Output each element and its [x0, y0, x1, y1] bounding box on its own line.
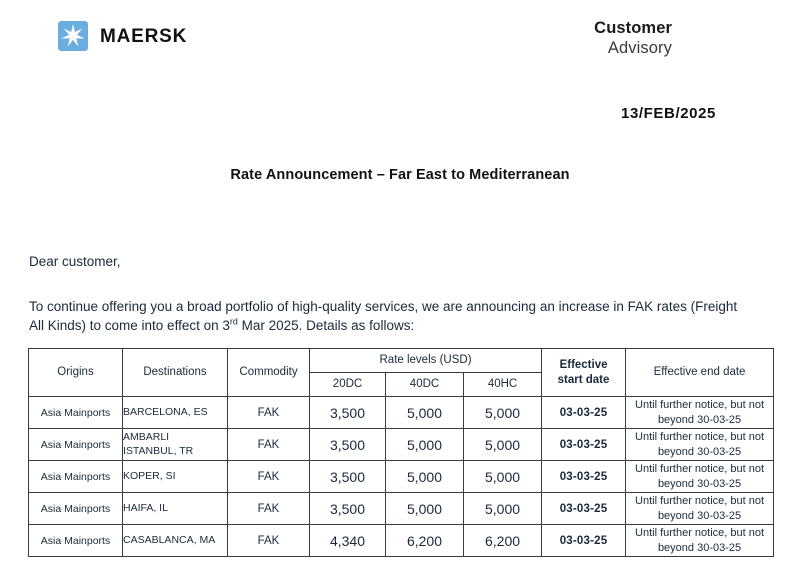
document-date: 13/FEB/2025: [621, 105, 716, 122]
rate-table-body: Asia Mainports BARCELONA, ES FAK 3,500 5,000…: [28, 396, 775, 557]
cell-rate-40hc: 5,000: [462, 460, 543, 493]
table-header-row-2: 20DC 40DC 40HC: [29, 372, 774, 397]
cell-commodity: FAK: [227, 396, 310, 429]
ordinal-suffix: rd: [229, 316, 238, 327]
destination-line1: HAIFA, IL: [123, 501, 168, 514]
cell-rate-20dc: 3,500: [309, 460, 386, 493]
cell-commodity: FAK: [227, 492, 310, 525]
intro-paragraph: To continue offering you a broad portfol…: [29, 297, 745, 335]
salutation: Dear customer,: [29, 254, 121, 269]
cell-effective-start-date: 03-03-25: [541, 492, 627, 525]
end-date-line2: beyond 30-03-25: [657, 541, 742, 554]
cell-origin: Asia Mainports: [28, 524, 123, 557]
column-header-commodity: Commodity: [227, 348, 310, 397]
document-body: Dear customer, To continue offering you …: [29, 253, 745, 336]
cell-destination: BARCELONA, ES: [122, 396, 228, 429]
cell-origin: Asia Mainports: [28, 460, 123, 493]
destination-line1: AMBARLI: [123, 430, 170, 443]
intro-text-part2: Mar 2025. Details as follows:: [237, 318, 415, 334]
cell-rate-20dc: 4,340: [309, 524, 386, 557]
cell-rate-20dc: 3,500: [309, 396, 386, 429]
cell-rate-40hc: 5,000: [462, 428, 543, 461]
column-header-effective-end-date: Effective end date: [625, 348, 775, 397]
maersk-brand-lockup: MAERSK: [58, 21, 187, 51]
end-date-line1: Until further notice, but not: [635, 495, 765, 508]
customer-advisory-heading: Customer Advisory: [594, 18, 672, 58]
cell-commodity: FAK: [227, 524, 310, 557]
cell-rate-40dc: 6,200: [385, 524, 464, 557]
effective-start-line1: Effective: [559, 358, 608, 371]
cell-effective-start-date: 03-03-25: [541, 396, 627, 429]
destination-line2: ISTANBUL, TR: [123, 444, 194, 457]
cell-origin: Asia Mainports: [28, 492, 123, 525]
cell-rate-40hc: 5,000: [462, 492, 543, 525]
cell-effective-end-date: Until further notice, but not beyond 30-0…: [625, 460, 775, 493]
cell-rate-40dc: 5,000: [385, 492, 464, 525]
rate-table: Origins Destinations Commodity Rate leve…: [28, 348, 775, 557]
column-header-rate-levels: Rate levels (USD): [308, 348, 543, 373]
cell-effective-start-date: 03-03-25: [541, 428, 627, 461]
table-row: Asia Mainports BARCELONA, ES FAK 3,500 5,000…: [28, 396, 775, 429]
table-row: Asia Mainports KOPER, SI FAK 3,500 5,000 5,00…: [28, 460, 775, 493]
table-row: Asia Mainports HAIFA, IL FAK 3,500 5,000 5,00…: [28, 492, 775, 525]
cell-commodity: FAK: [227, 460, 310, 493]
cell-effective-start-date: 03-03-25: [541, 524, 627, 557]
cell-origin: Asia Mainports: [28, 428, 123, 461]
cell-rate-40hc: 6,200: [462, 524, 543, 557]
end-date-line1: Until further notice, but not: [635, 431, 765, 444]
column-header-40dc: 40DC: [385, 372, 464, 397]
cell-destination: AMBARLI ISTANBUL, TR: [122, 428, 228, 461]
cell-rate-40dc: 5,000: [385, 460, 464, 493]
maersk-seven-pointed-star-icon: [58, 21, 88, 51]
cell-effective-end-date: Until further notice, but not beyond 30-0…: [625, 524, 775, 557]
table-row: Asia Mainports CASABLANCA, MA FAK 4,340 6,20…: [28, 524, 775, 557]
rate-table-container: Origins Destinations Commodity Rate leve…: [28, 348, 775, 557]
column-header-origins: Origins: [28, 348, 123, 397]
end-date-line1: Until further notice, but not: [635, 463, 765, 476]
end-date-line2: beyond 30-03-25: [657, 445, 742, 458]
cell-rate-40dc: 5,000: [385, 428, 464, 461]
destination-line1: KOPER, SI: [123, 469, 176, 482]
document-header: MAERSK Customer Advisory: [0, 0, 800, 100]
end-date-line2: beyond 30-03-25: [657, 509, 742, 522]
cell-effective-start-date: 03-03-25: [541, 460, 627, 493]
cell-rate-20dc: 3,500: [309, 428, 386, 461]
column-header-destinations: Destinations: [122, 348, 228, 397]
column-header-20dc: 20DC: [309, 372, 386, 397]
advisory-title-line2: Advisory: [607, 39, 672, 58]
cell-effective-end-date: Until further notice, but not beyond 30-0…: [625, 492, 775, 525]
cell-rate-40hc: 5,000: [462, 396, 543, 429]
cell-commodity: FAK: [227, 428, 310, 461]
page-title: Rate Announcement – Far East to Mediterr…: [230, 167, 570, 183]
table-header-row-1: Origins Destinations Commodity Rate leve…: [28, 348, 775, 397]
destination-line1: BARCELONA, ES: [123, 405, 208, 418]
maersk-wordmark: MAERSK: [100, 25, 188, 47]
effective-start-line2: start date: [557, 373, 610, 386]
cell-rate-40dc: 5,000: [385, 396, 464, 429]
cell-destination: KOPER, SI: [122, 460, 228, 493]
rate-table-head: Origins Destinations Commodity Rate leve…: [28, 348, 775, 397]
column-header-40hc: 40HC: [462, 372, 543, 397]
end-date-line2: beyond 30-03-25: [657, 413, 742, 426]
cell-effective-end-date: Until further notice, but not beyond 30-0…: [625, 396, 775, 429]
cell-origin: Asia Mainports: [28, 396, 123, 429]
end-date-line2: beyond 30-03-25: [657, 477, 742, 490]
intro-text-part1: To continue offering you a broad portfol…: [29, 299, 738, 334]
end-date-line1: Until further notice, but not: [635, 527, 765, 540]
end-date-line1: Until further notice, but not: [635, 399, 765, 412]
cell-destination: CASABLANCA, MA: [122, 524, 228, 557]
destination-line1: CASABLANCA, MA: [123, 533, 216, 546]
cell-rate-20dc: 3,500: [309, 492, 386, 525]
table-row: Asia Mainports AMBARLI ISTANBUL, TR FAK 3,50…: [28, 428, 775, 461]
advisory-title-line1: Customer: [594, 19, 672, 37]
cell-destination: HAIFA, IL: [122, 492, 228, 525]
column-header-effective-start-date: Effective start date: [541, 348, 627, 397]
cell-effective-end-date: Until further notice, but not beyond 30-0…: [625, 428, 775, 461]
